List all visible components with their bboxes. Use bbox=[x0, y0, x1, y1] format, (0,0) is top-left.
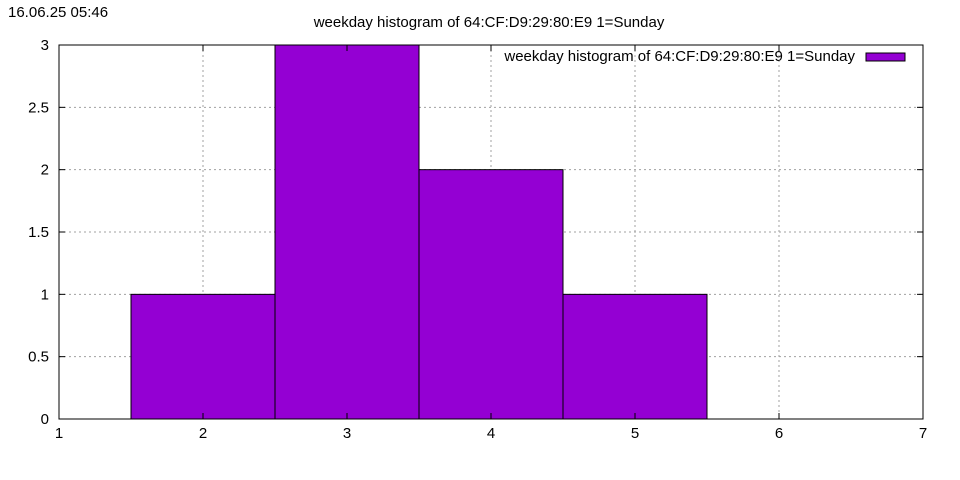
x-tick-label: 3 bbox=[343, 425, 351, 442]
legend: weekday histogram of 64:CF:D9:29:80:E9 1… bbox=[503, 48, 906, 65]
bars bbox=[130, 44, 708, 420]
x-tick-label: 6 bbox=[775, 425, 783, 442]
y-tick-label: 0 bbox=[41, 411, 49, 428]
histogram-bar bbox=[418, 169, 564, 420]
y-tick-labels: 0 0.5 1 1.5 2 2.5 3 bbox=[28, 37, 49, 428]
legend-label: weekday histogram of 64:CF:D9:29:80:E9 1… bbox=[503, 48, 855, 65]
x-tick-label: 4 bbox=[487, 425, 495, 442]
x-tick-labels: 1 2 3 4 5 6 7 bbox=[55, 425, 927, 442]
timestamp: 16.06.25 05:46 bbox=[8, 4, 109, 21]
y-tick-label: 1.5 bbox=[28, 224, 49, 241]
y-tick-label: 2.5 bbox=[28, 99, 49, 116]
histogram-bar bbox=[130, 293, 276, 420]
x-tick-label: 1 bbox=[55, 425, 63, 442]
x-tick-label: 5 bbox=[631, 425, 639, 442]
y-tick-label: 0.5 bbox=[28, 349, 49, 366]
y-tick-label: 2 bbox=[41, 162, 49, 179]
y-tick-label: 1 bbox=[41, 286, 49, 303]
x-tick-label: 7 bbox=[919, 425, 927, 442]
y-tick-label: 3 bbox=[41, 37, 49, 54]
x-tick-label: 2 bbox=[199, 425, 207, 442]
histogram-bar bbox=[274, 44, 420, 420]
chart-title: weekday histogram of 64:CF:D9:29:80:E9 1… bbox=[313, 14, 665, 31]
axis-ticks bbox=[58, 44, 924, 420]
histogram-bar bbox=[562, 293, 708, 420]
legend-swatch bbox=[865, 52, 906, 62]
